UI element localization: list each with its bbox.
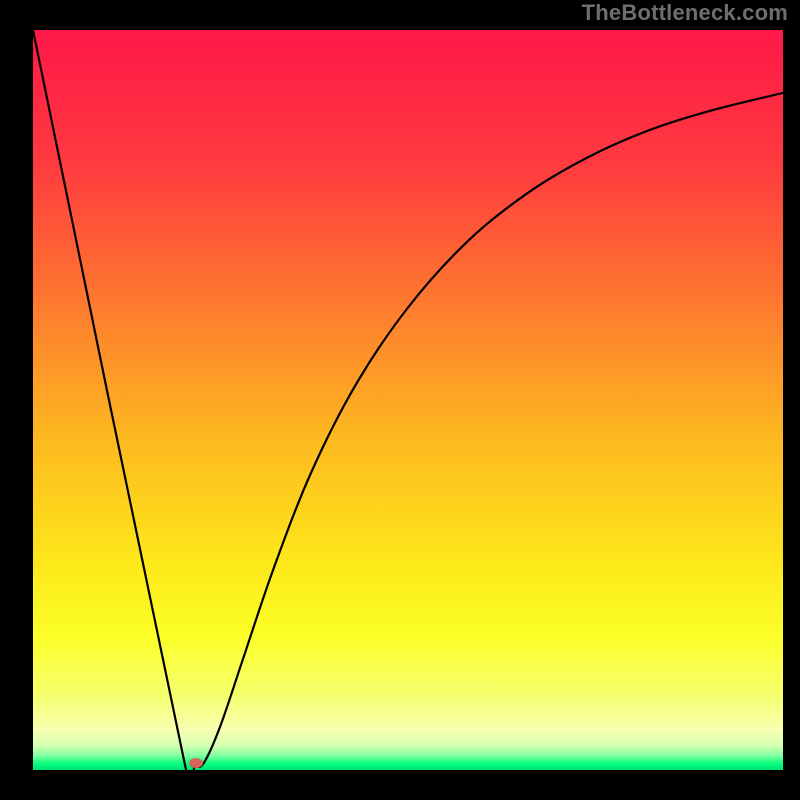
chart-frame: TheBottleneck.com (0, 0, 800, 800)
plot-area (33, 30, 783, 770)
gradient-and-curve (33, 30, 783, 770)
valley-marker (189, 758, 203, 768)
attribution-text: TheBottleneck.com (582, 0, 788, 26)
